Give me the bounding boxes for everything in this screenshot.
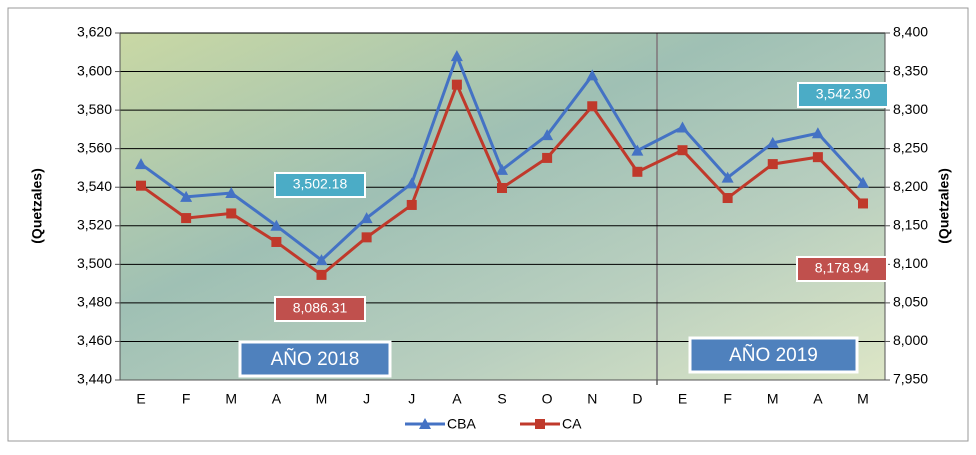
point: [315, 254, 328, 266]
value-label-box: [274, 296, 366, 322]
point: [587, 101, 598, 112]
y-tick-label: 3,580: [77, 101, 112, 117]
x-tick-label: F: [182, 391, 191, 407]
x-tick-label: A: [813, 391, 823, 407]
y2-tick-label: 8,350: [893, 62, 928, 78]
point: [406, 199, 417, 210]
point: [135, 158, 147, 170]
legend-label: CBA: [447, 416, 476, 432]
point: [811, 127, 824, 139]
x-tick-label: M: [225, 391, 237, 407]
y2-tick-label: 8,000: [893, 332, 928, 348]
point: [632, 166, 643, 177]
point: [541, 129, 554, 141]
value-label: 3,542.30: [816, 86, 871, 102]
point: [857, 176, 869, 188]
x-tick-label: E: [678, 391, 687, 407]
y2-tick-label: 8,300: [893, 101, 928, 117]
y2-axis-label: (Quetzales): [936, 168, 952, 243]
x-tick-label: F: [723, 391, 732, 407]
legend-label: CA: [562, 416, 582, 432]
point: [722, 193, 733, 204]
y-tick-label: 3,600: [77, 62, 112, 78]
y-tick-label: 3,500: [77, 255, 112, 271]
year-box: [688, 336, 859, 374]
value-label: 3,502.18: [293, 176, 348, 192]
point: [631, 144, 644, 156]
y2-tick-label: 7,950: [893, 371, 928, 387]
y-tick-label: 3,440: [77, 371, 112, 387]
x-tick-label: A: [272, 391, 282, 407]
point: [181, 213, 192, 224]
x-tick-label: M: [857, 391, 869, 407]
y-tick-label: 3,480: [77, 294, 112, 310]
y-tick-label: 3,520: [77, 216, 112, 232]
x-tick-label: J: [363, 391, 370, 407]
value-label: 8,178.94: [815, 260, 870, 276]
x-tick-label: S: [497, 391, 506, 407]
point: [451, 79, 462, 90]
point: [360, 212, 373, 224]
y2-tick-label: 8,400: [893, 24, 928, 40]
point: [180, 190, 193, 202]
legend-marker: [535, 419, 545, 429]
point: [450, 50, 463, 62]
x-tick-label: M: [316, 391, 328, 407]
point: [271, 236, 282, 247]
y-tick-label: 3,560: [77, 139, 112, 155]
value-label-box: [274, 172, 366, 198]
y2-tick-label: 8,250: [893, 139, 928, 155]
point: [676, 121, 689, 133]
annotation: AÑO 2018: [271, 348, 360, 370]
point: [225, 187, 238, 199]
x-tick-label: J: [408, 391, 415, 407]
point: [226, 208, 237, 219]
y2-tick-label: 8,200: [893, 178, 928, 194]
point: [721, 171, 734, 183]
point: [677, 145, 688, 156]
x-tick-label: E: [136, 391, 145, 407]
value-label-box: [796, 256, 888, 282]
y2-tick-label: 8,050: [893, 294, 928, 310]
y-axis-label: (Quetzales): [29, 168, 45, 243]
point: [858, 198, 868, 209]
year-box: [238, 340, 392, 378]
point: [767, 159, 778, 170]
y2-tick-label: 8,150: [893, 216, 928, 232]
point: [496, 163, 508, 175]
x-tick-label: D: [632, 391, 642, 407]
y2-tick-label: 8,100: [893, 255, 928, 271]
point: [586, 69, 599, 81]
value-label: 8,086.31: [293, 300, 348, 316]
point: [497, 182, 507, 193]
x-tick-label: N: [587, 391, 597, 407]
y-tick-label: 3,460: [77, 332, 112, 348]
point: [270, 219, 283, 231]
value-label-box: [797, 82, 889, 108]
plot-background: [120, 33, 885, 380]
x-tick-label: O: [542, 391, 553, 407]
point: [361, 232, 372, 243]
point: [405, 177, 418, 189]
point: [812, 152, 823, 163]
point: [136, 180, 146, 191]
point: [766, 136, 779, 148]
annotation: AÑO 2019: [729, 344, 818, 366]
y-tick-label: 3,540: [77, 178, 112, 194]
point: [316, 269, 327, 280]
x-tick-label: M: [767, 391, 779, 407]
x-tick-label: A: [452, 391, 462, 407]
y-tick-label: 3,620: [77, 24, 112, 40]
point: [542, 152, 553, 163]
legend-marker: [419, 418, 431, 429]
